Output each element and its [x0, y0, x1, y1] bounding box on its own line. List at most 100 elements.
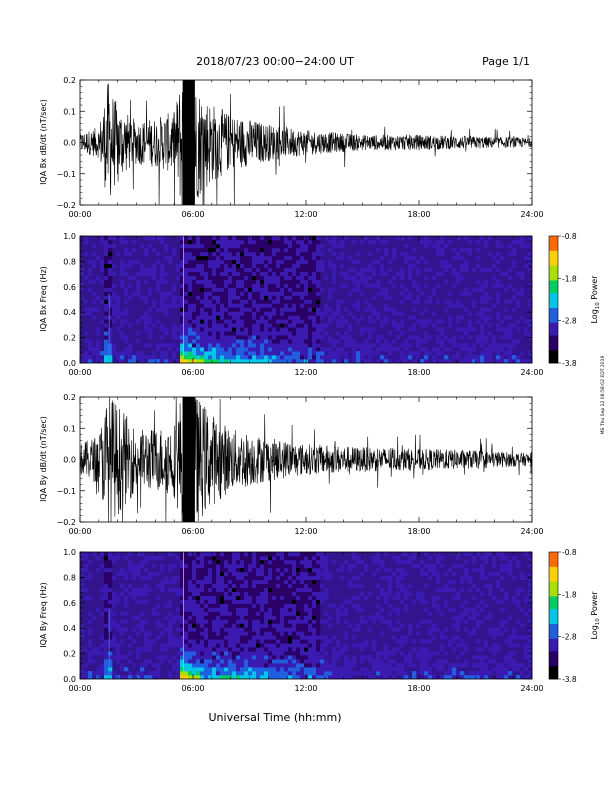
spectrogram-cell: [284, 575, 289, 581]
spectrogram-cell: [276, 583, 281, 589]
spectrogram-cell: [324, 347, 329, 352]
spectrogram-cell: [220, 659, 225, 664]
spectrogram-cell: [152, 639, 157, 644]
colorbar-tick-label: -2.8: [562, 633, 577, 642]
spectrogram-cell: [348, 327, 353, 332]
spectrogram-cell: [476, 567, 481, 573]
spectrogram-cell: [456, 319, 461, 324]
spectrogram-cell: [300, 615, 305, 620]
spectrogram-cell: [108, 331, 113, 336]
spectrogram-cell: [400, 283, 405, 288]
spectrogram-cell: [220, 579, 225, 585]
spectrogram-cell: [288, 675, 293, 680]
spectrogram-cell: [464, 643, 469, 648]
spectrogram-cell: [108, 236, 113, 241]
spectrogram-cell: [312, 311, 317, 316]
spectrogram-cell: [416, 339, 421, 344]
spectrogram-cell: [256, 675, 261, 680]
spectrogram-cell: [292, 287, 297, 292]
spectrogram-cell: [252, 251, 257, 257]
spectrogram-cell: [144, 555, 149, 561]
spectrogram-cell: [412, 639, 417, 644]
spectrogram-cell: [468, 675, 473, 680]
spectrogram-cell: [528, 563, 533, 569]
spectrogram-cell: [92, 615, 97, 620]
spectrogram-cell: [320, 552, 325, 557]
spectrogram-cell: [460, 291, 465, 296]
spectrogram-cell: [504, 327, 509, 332]
spectrogram-cell: [248, 259, 253, 265]
spectrogram-cell: [276, 575, 281, 581]
spectrogram-cell: [112, 611, 117, 616]
spectrogram-cell: [284, 603, 289, 608]
spectrogram-cell: [412, 283, 417, 288]
spectrogram-cell: [128, 591, 133, 596]
spectrogram-cell: [276, 271, 281, 276]
spectrogram-cell: [152, 671, 157, 676]
spectrogram-cell: [336, 643, 341, 648]
spectrogram-cell: [248, 591, 253, 596]
spectrogram-cell: [232, 591, 237, 596]
spectrogram-cell: [464, 619, 469, 624]
spectrogram-cell: [216, 615, 221, 620]
spectrogram-cell: [264, 603, 269, 608]
spectrogram-cell: [88, 347, 93, 352]
spectrogram-cell: [220, 275, 225, 280]
spectrogram-cell: [520, 663, 525, 668]
spectrogram-cell: [396, 359, 401, 364]
spectrogram-cell: [436, 335, 441, 340]
spectrogram-cell: [356, 623, 361, 628]
spectrogram-cell: [272, 579, 277, 585]
spectrogram-cell: [384, 675, 389, 680]
spectrogram-cell: [320, 335, 325, 340]
spectrogram-cell: [304, 599, 309, 604]
spectrogram-cell: [236, 283, 241, 288]
spectrogram-cell: [492, 659, 497, 664]
spectrogram-cell: [476, 255, 481, 261]
spectrogram-cell: [316, 635, 321, 640]
spectrogram-cell: [188, 327, 193, 332]
spectrogram-cell: [208, 359, 213, 364]
spectrogram-cell: [84, 671, 89, 676]
spectrogram-cell: [172, 663, 177, 668]
spectrogram-cell: [208, 283, 213, 288]
spectrogram-cell: [320, 647, 325, 652]
spectrogram-cell: [312, 575, 317, 581]
spectrogram-cell: [312, 359, 317, 364]
spectrogram-cell: [88, 271, 93, 276]
spectrogram-cell: [340, 319, 345, 324]
spectrogram-cell: [196, 295, 201, 300]
spectrogram-cell: [136, 279, 141, 284]
spectrogram-cell: [332, 635, 337, 640]
spectrogram-cell: [256, 335, 261, 340]
spectrogram-cell: [244, 315, 249, 320]
spectrogram-cell: [220, 667, 225, 672]
spectrogram-cell: [244, 575, 249, 581]
spectrogram-cell: [280, 559, 285, 565]
spectrogram-cell: [156, 347, 161, 352]
spectrogram-cell: [292, 599, 297, 604]
spectrogram-cell: [488, 591, 493, 596]
spectrogram-cell: [108, 355, 113, 360]
spectrogram-cell: [308, 355, 313, 360]
colorbar-swatch: [549, 314, 558, 317]
spectrogram-cell: [392, 651, 397, 656]
spectrogram-cell: [292, 575, 297, 581]
spectrogram-cell: [308, 291, 313, 296]
spectrogram-cell: [516, 303, 521, 308]
spectrogram-cell: [248, 291, 253, 296]
spectrogram-cell: [420, 291, 425, 296]
spectrogram-cell: [348, 675, 353, 680]
spectrogram-cell: [388, 359, 393, 364]
spectrogram-cell: [288, 667, 293, 672]
spectrogram-cell: [460, 359, 465, 364]
spectrogram-cell: [284, 303, 289, 308]
spectrogram-cell: [204, 271, 209, 276]
spectrogram-cell: [388, 663, 393, 668]
spectrogram-cell: [412, 359, 417, 364]
spectrogram-cell: [280, 239, 285, 245]
spectrogram-cell: [228, 236, 233, 241]
spectrogram-cell: [168, 291, 173, 296]
spectrogram-cell: [488, 295, 493, 300]
spectrogram-cell: [216, 263, 221, 269]
